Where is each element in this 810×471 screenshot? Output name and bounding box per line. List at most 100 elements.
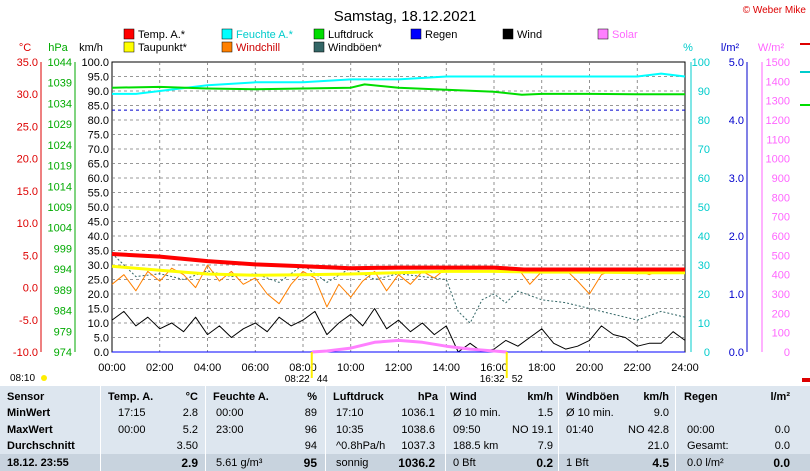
- pressure-tick-label: 1014: [48, 181, 72, 193]
- stats-header-temp-unit: °C: [185, 391, 198, 403]
- temp-tick-label: 20.0: [17, 154, 38, 166]
- solar-tick-label: 1300: [766, 96, 790, 108]
- sunrise-azimuth: 44: [317, 374, 329, 385]
- solar-tick-label: 400: [772, 270, 790, 282]
- humidity-tick-label: 0: [704, 347, 710, 359]
- solar-tick-label: 1400: [766, 76, 790, 88]
- pressure-tick-label: 1029: [48, 119, 72, 131]
- stats-gust-label: 01:40: [566, 423, 594, 436]
- series-line-wind: [111, 308, 686, 353]
- rain-tick-label: 1.0: [729, 289, 744, 301]
- stats-gust-value: 4.5: [652, 455, 669, 470]
- legend-label: Temp. A.*: [138, 29, 186, 41]
- stats-header-rain-unit: l/m²: [770, 391, 790, 403]
- stats-rain-value: 0.0: [774, 440, 790, 452]
- stats-header-pressure: Luftdruck: [333, 391, 384, 403]
- series-line-taupunkt: [111, 264, 685, 277]
- stats-row-label: MinWert: [7, 407, 51, 419]
- plot-area: [111, 72, 686, 354]
- stats-gust-direction: NO 42.8: [628, 423, 669, 436]
- stats-header-pressure-unit: hPa: [417, 391, 438, 403]
- wind-tick-label: 5.0: [94, 333, 109, 345]
- stats-humidity-time: 00:00: [216, 407, 244, 419]
- solar-tick-label: 300: [772, 289, 790, 301]
- stats-header-rain: Regen: [684, 391, 718, 403]
- wind-tick-label: 70.0: [88, 144, 109, 156]
- solar-tick-label: 1200: [766, 115, 790, 127]
- time-tick-label: 08:00: [289, 362, 317, 374]
- time-tick-label: 12:00: [385, 362, 413, 374]
- legend-swatch: [123, 41, 135, 53]
- stats-wind-direction: NO 19.1: [512, 423, 553, 436]
- humidity-tick-label: 70: [698, 144, 710, 156]
- stats-column-separator: [445, 386, 446, 471]
- copyright-label: © Weber Mike: [743, 5, 807, 16]
- temp-tick-label: 15.0: [17, 186, 38, 198]
- pressure-tick-label: 979: [54, 326, 72, 338]
- temp-tick-label: 35.0: [17, 57, 38, 69]
- stats-column-separator: [675, 386, 676, 471]
- stats-rain-value: 0.0: [774, 423, 790, 436]
- stats-gust-value: 21.0: [647, 440, 669, 452]
- time-tick-label: 10:00: [337, 362, 365, 374]
- stats-wind-label: Ø 10 min.: [453, 407, 501, 419]
- humidity-tick-label: 80: [698, 115, 710, 127]
- wind-tick-label: 25.0: [88, 275, 109, 287]
- legend: Temp. A.* Feuchte A.* Luftdruck Regen Wind So…: [123, 28, 638, 54]
- wind-axis-unit: km/h: [79, 42, 103, 54]
- stats-temp-value: 3.50: [176, 440, 198, 452]
- stats-wind-label: 188.5 km: [453, 440, 499, 452]
- legend-swatch: [221, 41, 233, 53]
- stats-row-label: Durchschnitt: [7, 440, 75, 452]
- wind-tick-label: 65.0: [88, 159, 109, 171]
- chart-title: Samstag, 18.12.2021: [334, 8, 477, 25]
- pressure-tick-label: 1024: [48, 140, 72, 152]
- time-tick-label: 20:00: [576, 362, 604, 374]
- stats-rain-label: 0.0 l/m²: [687, 456, 724, 469]
- legend-label: Wind: [517, 29, 542, 41]
- solar-tick-label: 1100: [766, 134, 790, 146]
- solar-tick-label: 500: [772, 250, 790, 262]
- legend-label: Solar: [612, 29, 638, 41]
- humidity-tick-label: 10: [698, 318, 710, 330]
- humidity-tick-label: 30: [698, 260, 710, 272]
- stats-pressure-value: 1038.6: [401, 423, 435, 436]
- stats-humidity-value: 95: [303, 455, 317, 470]
- time-tick-label: 18:00: [528, 362, 556, 374]
- legend-label: Luftdruck: [328, 29, 374, 41]
- sunrise-time: 08:22: [285, 374, 310, 385]
- temp-tick-label: -10.0: [13, 347, 38, 359]
- pressure-axis-unit: hPa: [48, 42, 68, 54]
- stats-temp-value: 5.2: [182, 423, 198, 436]
- stats-rain-value: 0.0: [773, 455, 790, 470]
- stats-gust-label: 1 Bft: [566, 456, 589, 469]
- solar-tick-label: 100: [772, 328, 790, 340]
- stats-header-wind-unit: km/h: [527, 391, 553, 403]
- sun-markers: 08:10 08:22 44 16:32 52: [10, 352, 523, 385]
- pressure-tick-label: 989: [54, 285, 72, 297]
- wind-tick-label: 55.0: [88, 188, 109, 200]
- sunset-time: 16:32: [480, 374, 505, 385]
- wind-tick-label: 30.0: [88, 260, 109, 272]
- wind-tick-label: 90.0: [88, 86, 109, 98]
- weather-chart: Samstag, 18.12.2021 © Weber Mike Temp. A…: [10, 5, 810, 385]
- stats-pressure-value: 1037.3: [401, 440, 435, 452]
- series-line-windchill: [111, 264, 685, 308]
- humidity-tick-label: 90: [698, 86, 710, 98]
- sun-left-marker: 08:10: [10, 373, 35, 384]
- stats-header-gust: Windböen: [566, 391, 620, 403]
- stats-wind-value: 7.9: [537, 440, 553, 452]
- stats-temp-time: 00:00: [118, 423, 146, 436]
- pressure-tick-label: 984: [54, 306, 72, 318]
- stats-gust-value: 9.0: [653, 407, 669, 419]
- stats-header-sensor: Sensor: [7, 391, 45, 403]
- solar-axis-unit: W/m²: [758, 42, 785, 54]
- time-tick-label: 22:00: [623, 362, 651, 374]
- stats-humidity-time: 5.61 g/m³: [216, 456, 263, 469]
- solar-tick-label: 800: [772, 192, 790, 204]
- solar-tick-label: 0: [784, 347, 790, 359]
- rain-tick-label: 3.0: [729, 173, 744, 185]
- time-tick-label: 24:00: [671, 362, 699, 374]
- wind-tick-label: 0.0: [94, 347, 109, 359]
- stats-column-separator: [558, 386, 559, 471]
